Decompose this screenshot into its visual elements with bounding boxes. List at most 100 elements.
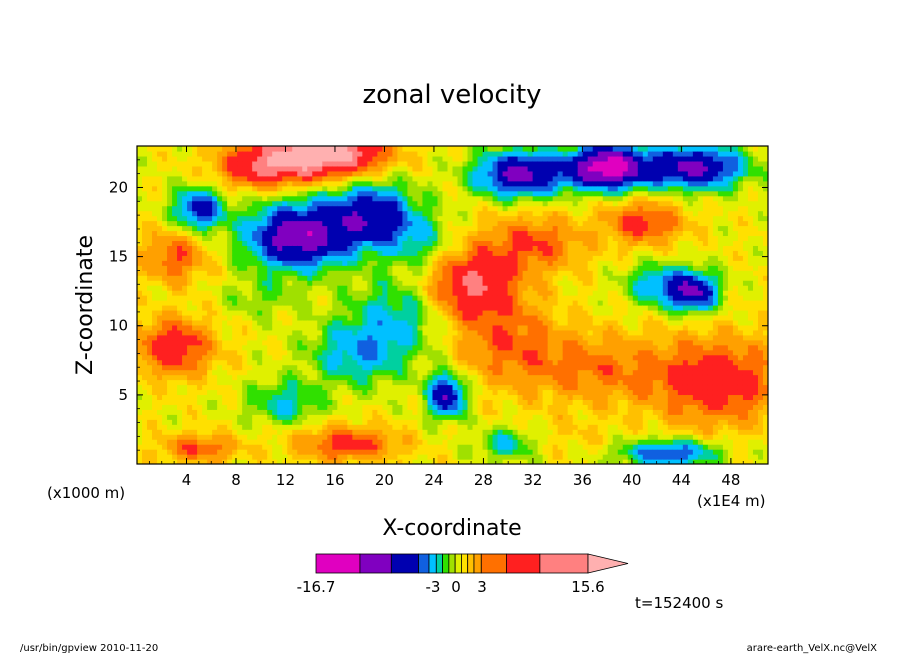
heatmap-cell [287, 245, 293, 251]
heatmap-cell [207, 359, 213, 366]
heatmap-cell [412, 379, 419, 386]
heatmap-cell [237, 235, 243, 242]
heatmap-cell [427, 265, 434, 271]
heatmap-cell [467, 439, 474, 445]
heatmap-cell [227, 265, 233, 271]
heatmap-cell [222, 235, 228, 242]
heatmap-cell [342, 314, 348, 321]
heatmap-cell [492, 454, 499, 460]
heatmap-cell [222, 349, 228, 356]
heatmap-cell [367, 185, 373, 192]
heatmap-cell [427, 434, 434, 440]
heatmap-cell [522, 339, 529, 346]
heatmap-cell [467, 399, 474, 405]
heatmap-cell [192, 280, 198, 286]
heatmap-cell [462, 150, 469, 157]
heatmap-cell [337, 250, 343, 256]
heatmap-cell [192, 409, 198, 415]
heatmap-cell [142, 419, 148, 425]
heatmap-cell [227, 389, 233, 396]
heatmap-cell [332, 404, 338, 410]
heatmap-cell [432, 424, 439, 430]
heatmap-cell [447, 175, 454, 182]
heatmap-cell [412, 165, 419, 172]
heatmap-cell [372, 379, 378, 386]
heatmap-cell [312, 334, 318, 341]
heatmap-cell [392, 409, 399, 415]
heatmap-cell [507, 160, 514, 167]
heatmap-cell [437, 309, 444, 316]
heatmap-cell [462, 399, 469, 405]
heatmap-cell [512, 424, 519, 430]
heatmap-cell [147, 175, 153, 182]
heatmap-cell [422, 389, 429, 396]
heatmap-cell [457, 285, 464, 291]
heatmap-cell [512, 225, 519, 232]
heatmap-cell [152, 225, 158, 232]
heatmap-cell [482, 364, 489, 371]
heatmap-cell [372, 260, 378, 266]
heatmap-cell [172, 235, 178, 242]
heatmap-cell [177, 309, 183, 316]
heatmap-cell [217, 195, 223, 202]
heatmap-cell [242, 275, 248, 281]
heatmap-cell [327, 449, 333, 455]
heatmap-cell [517, 300, 524, 306]
heatmap-cell [212, 146, 218, 152]
heatmap-cell [502, 329, 509, 336]
heatmap-cell [182, 364, 188, 371]
heatmap-cell [487, 374, 494, 381]
heatmap-cell [427, 384, 434, 391]
heatmap-cell [482, 240, 489, 246]
heatmap-cell [212, 180, 218, 187]
heatmap-cell [417, 349, 424, 356]
heatmap-cell [277, 394, 283, 401]
heatmap-cell [392, 444, 399, 450]
heatmap-cell [477, 439, 484, 445]
heatmap-cell [232, 399, 238, 405]
heatmap-cell [202, 444, 208, 450]
heatmap-cell [382, 339, 388, 346]
heatmap-cell [307, 414, 313, 420]
heatmap-cell [502, 404, 509, 410]
heatmap-cell [352, 235, 358, 242]
heatmap-cell [397, 419, 404, 425]
heatmap-cell [322, 250, 328, 256]
heatmap-cell [422, 449, 429, 455]
heatmap-cell [292, 165, 298, 172]
heatmap-cell [342, 434, 348, 440]
heatmap-cell [262, 215, 268, 222]
heatmap-cell [492, 185, 499, 192]
heatmap-cell [397, 160, 404, 167]
heatmap-cell [317, 205, 323, 212]
heatmap-cell [272, 165, 278, 172]
heatmap-cell [222, 434, 228, 440]
heatmap-cell [262, 344, 268, 351]
heatmap-cell [302, 319, 308, 326]
heatmap-cell [182, 205, 188, 212]
heatmap-cell [147, 205, 153, 212]
heatmap-cell [197, 369, 203, 376]
heatmap-cell [522, 265, 529, 271]
heatmap-cell [172, 180, 178, 187]
heatmap-cell [297, 389, 303, 396]
heatmap-cell [482, 439, 489, 445]
heatmap-cell [402, 409, 409, 415]
heatmap-cell [237, 374, 243, 381]
heatmap-cell [162, 329, 168, 336]
heatmap-cell [477, 394, 484, 401]
heatmap-cell [452, 444, 459, 450]
heatmap-cell [447, 449, 454, 455]
heatmap-cell [322, 334, 328, 341]
heatmap-cell [217, 374, 223, 381]
heatmap-cell [522, 205, 529, 212]
heatmap-cell [152, 364, 158, 371]
heatmap-cell [277, 334, 283, 341]
heatmap-cell [327, 354, 333, 361]
heatmap-cell [332, 439, 338, 445]
heatmap-cell [332, 359, 338, 366]
heatmap-cell [267, 344, 273, 351]
heatmap-cell [467, 265, 474, 271]
heatmap-cell [187, 374, 193, 381]
heatmap-cell [377, 260, 383, 266]
